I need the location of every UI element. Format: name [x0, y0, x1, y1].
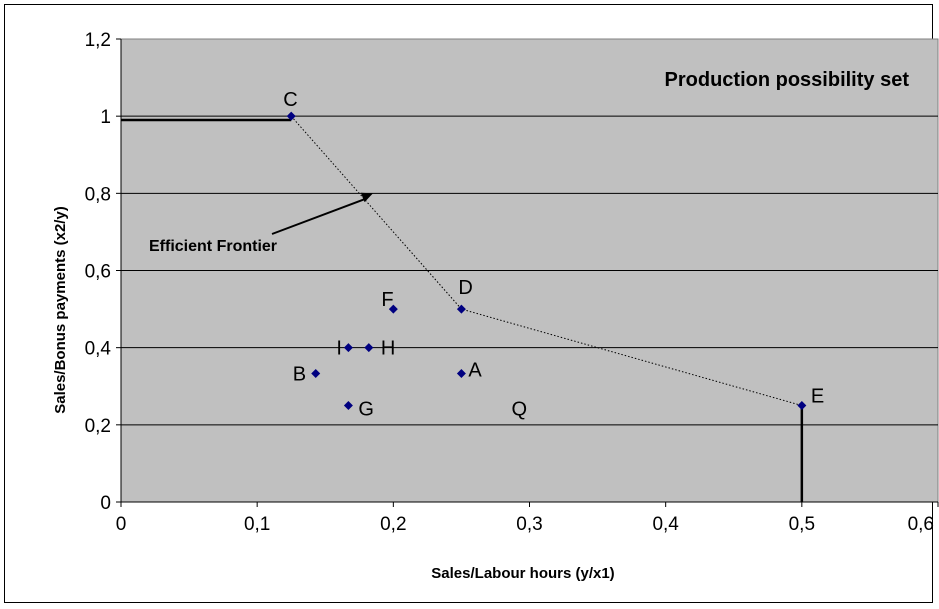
annotation-arrowhead [360, 192, 373, 203]
point-label-b: B [293, 364, 306, 386]
y-tick-label: 1 [100, 107, 111, 128]
data-point-b [311, 369, 321, 379]
data-point-f [388, 304, 398, 314]
x-tick-label: 0,3 [516, 514, 542, 535]
y-tick-label: 0,8 [85, 184, 111, 205]
data-point-a [456, 369, 466, 379]
data-point-d [456, 304, 466, 314]
data-point-c [286, 111, 296, 121]
point-label-e: E [811, 386, 824, 408]
y-axis-label: Sales/Bonus payments (x2/y) [52, 206, 69, 414]
x-tick-label: 0 [116, 514, 127, 535]
y-tick-label: 0,2 [85, 416, 111, 437]
data-point-h [364, 343, 374, 353]
point-label-q: Q [512, 399, 528, 421]
x-tick-label: 0,5 [789, 514, 815, 535]
data-point-g [343, 401, 353, 411]
data-point-i [343, 343, 353, 353]
y-tick-label: 0,4 [85, 339, 112, 360]
chart-title: Production possibility set [665, 69, 910, 91]
x-tick-label: 0,6 [908, 514, 934, 535]
y-tick-label: 0 [100, 493, 111, 514]
point-label-i: I [336, 338, 342, 360]
data-point-e [797, 401, 807, 411]
x-tick-labels: 0 0,1 0,2 0,3 0,4 0,5 0,6 [116, 502, 939, 535]
y-tick-label: 0,6 [85, 262, 111, 283]
point-labels: C D E F I H B A G Q [283, 89, 824, 420]
point-label-f: F [381, 289, 393, 311]
y-tick-label: 1,2 [85, 30, 111, 51]
y-tick-labels: 0 0,2 0,4 0,6 0,8 1 1,2 [85, 30, 121, 514]
x-tick-label: 0,4 [652, 514, 679, 535]
point-label-h: H [381, 338, 395, 360]
point-label-g: G [358, 399, 374, 421]
gridlines [121, 115, 938, 426]
point-label-c: C [283, 89, 297, 111]
annotation-text: Efficient Frontier [149, 238, 277, 255]
efficient-frontier-annotation: Efficient Frontier [149, 192, 373, 255]
x-tick-label: 0,1 [244, 514, 270, 535]
data-points [286, 111, 807, 411]
x-axis-label: Sales/Labour hours (y/x1) [431, 565, 614, 582]
x-tick-label: 0,2 [380, 514, 406, 535]
frontier-lines [121, 115, 804, 502]
point-label-d: D [458, 277, 472, 299]
point-label-a: A [468, 360, 482, 382]
annotation-arrow [271, 197, 368, 235]
